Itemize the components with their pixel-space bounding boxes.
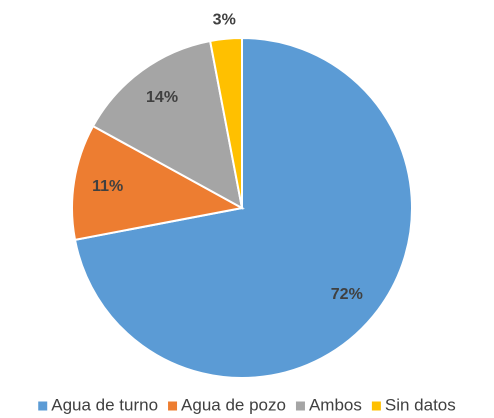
legend-label: Ambos [309, 395, 362, 414]
value-label: 3% [213, 11, 236, 28]
pie-slice [91, 39, 244, 210]
legend-label: Agua de turno [51, 395, 158, 414]
legend-swatch [38, 401, 48, 411]
legend-label: Sin datos [385, 395, 456, 414]
legend-swatch [371, 401, 381, 411]
value-label: 11% [92, 178, 123, 195]
legend-label: Agua de pozo [181, 395, 286, 414]
legend-swatch [168, 401, 178, 411]
legend: Agua de turno Agua de pozo Ambos Sin datos [38, 395, 456, 414]
pie-slice [71, 124, 245, 242]
legend-swatch [295, 401, 305, 411]
value-label: 72% [331, 286, 363, 303]
pie-slice [208, 36, 243, 209]
value-label: 14% [146, 89, 178, 106]
